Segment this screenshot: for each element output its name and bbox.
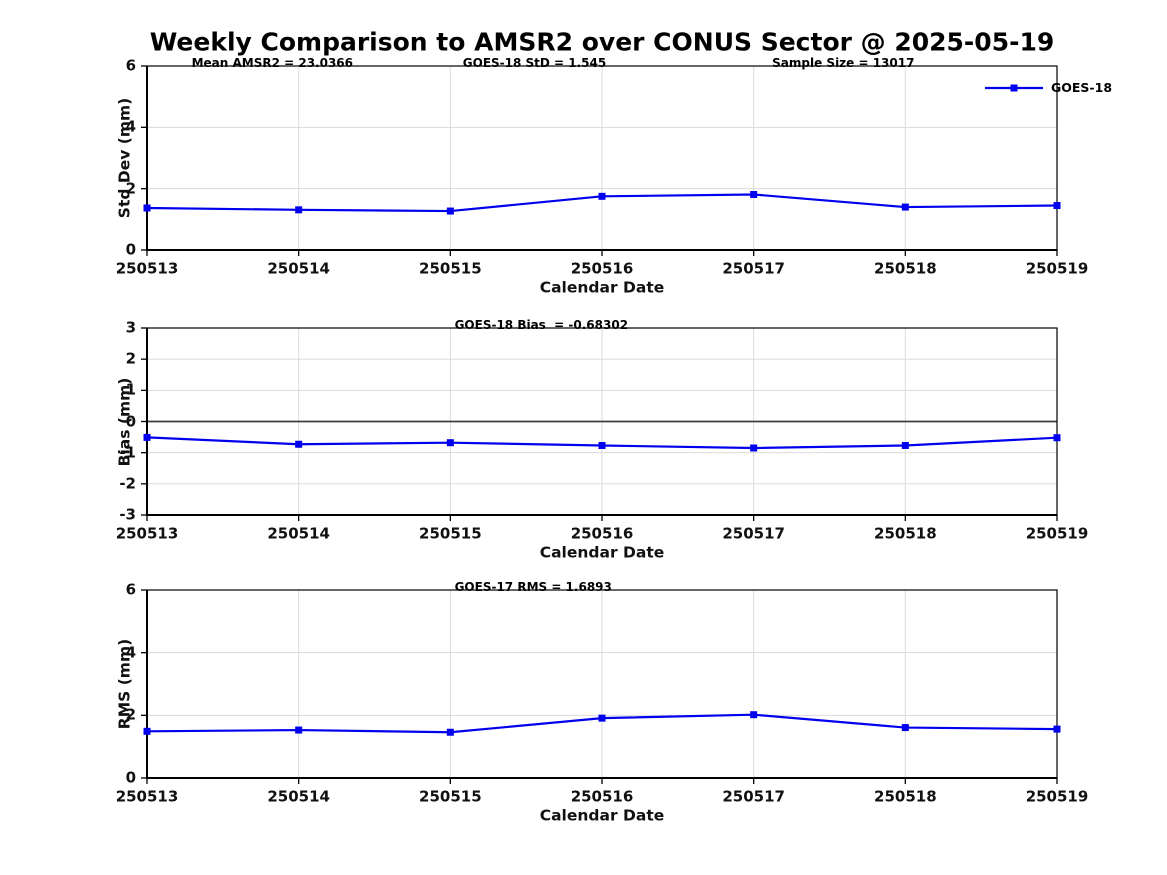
- y-tick-label: -2: [119, 474, 136, 493]
- y-tick-label: 6: [125, 56, 136, 75]
- x-tick-label: 250514: [267, 259, 330, 278]
- x-tick-label: 250513: [115, 524, 179, 543]
- y-tick-label: 2: [125, 179, 136, 198]
- y-tick-label: 4: [125, 643, 136, 662]
- x-tick-label: 250519: [1025, 524, 1089, 543]
- x-tick-label: 250519: [1025, 787, 1089, 806]
- data-point-marker: [598, 192, 606, 200]
- x-axis-title: Calendar Date: [539, 543, 665, 562]
- x-tick-label: 250516: [570, 787, 634, 806]
- x-tick-label: 250518: [874, 524, 937, 543]
- data-point-marker: [750, 711, 758, 719]
- y-tick-label: 4: [125, 117, 136, 136]
- x-axis-title: Calendar Date: [539, 278, 665, 297]
- y-tick-label: -1: [119, 443, 136, 462]
- x-tick-label: 250517: [722, 524, 785, 543]
- data-point-marker: [750, 190, 758, 198]
- data-point-marker: [295, 206, 303, 214]
- data-point-marker: [446, 439, 454, 447]
- stat-annotation: GOES-17 RMS = 1.6893: [454, 580, 612, 594]
- data-point-marker: [143, 433, 151, 441]
- y-tick-label: 0: [125, 240, 136, 259]
- chart-rms: [141, 589, 1061, 784]
- data-point-marker: [1053, 434, 1061, 442]
- stat-annotation: GOES-18 StD = 1.545: [462, 56, 607, 70]
- data-point-marker: [901, 203, 909, 211]
- data-point-marker: [1053, 202, 1061, 210]
- x-tick-label: 250516: [570, 524, 634, 543]
- y-tick-label: 3: [125, 318, 136, 337]
- y-axis-title: Std Dev (mm): [115, 97, 134, 219]
- y-axis-title: Bias (mm): [115, 377, 134, 466]
- data-point-marker: [446, 207, 454, 215]
- data-point-marker: [1053, 725, 1061, 733]
- x-tick-label: 250515: [419, 524, 482, 543]
- y-tick-label: 2: [125, 705, 136, 724]
- y-tick-label: 6: [125, 580, 136, 599]
- y-tick-label: 2: [125, 349, 136, 368]
- x-tick-label: 250514: [267, 524, 330, 543]
- data-point-marker: [901, 441, 909, 449]
- x-tick-label: 250517: [722, 787, 785, 806]
- data-point-marker: [446, 728, 454, 736]
- chart-stddev: [141, 65, 1061, 256]
- x-tick-label: 250518: [874, 787, 937, 806]
- stat-annotation: Sample Size = 13017: [772, 56, 915, 70]
- stat-annotation: Mean AMSR2 = 23.0366: [191, 56, 354, 70]
- stat-annotation: GOES-18 Bias = -0.68302: [454, 318, 629, 332]
- x-tick-label: 250515: [419, 787, 482, 806]
- x-tick-label: 250513: [115, 259, 179, 278]
- data-point-marker: [598, 441, 606, 449]
- chart-bias: [141, 327, 1061, 521]
- y-tick-label: -3: [119, 505, 136, 524]
- data-point-marker: [295, 440, 303, 448]
- legend-label: GOES-18: [1051, 79, 1113, 95]
- y-tick-label: 1: [125, 380, 136, 399]
- figure-title: Weekly Comparison to AMSR2 over CONUS Se…: [149, 27, 1055, 57]
- legend-marker-icon: [1010, 84, 1018, 92]
- x-tick-label: 250513: [115, 787, 179, 806]
- data-point-marker: [295, 726, 303, 734]
- y-tick-label: 0: [125, 768, 136, 787]
- data-point-marker: [598, 714, 606, 722]
- data-point-marker: [143, 204, 151, 212]
- x-tick-label: 250517: [722, 259, 785, 278]
- x-tick-label: 250519: [1025, 259, 1089, 278]
- y-tick-label: 0: [125, 412, 136, 430]
- x-tick-label: 250516: [570, 259, 634, 278]
- x-axis-title: Calendar Date: [539, 806, 665, 825]
- data-point-marker: [901, 724, 909, 732]
- data-point-marker: [143, 727, 151, 735]
- x-tick-label: 250514: [267, 787, 330, 806]
- x-tick-label: 250515: [419, 259, 482, 278]
- x-tick-label: 250518: [874, 259, 937, 278]
- y-axis-title: RMS (mm): [115, 638, 134, 730]
- data-point-marker: [750, 444, 758, 452]
